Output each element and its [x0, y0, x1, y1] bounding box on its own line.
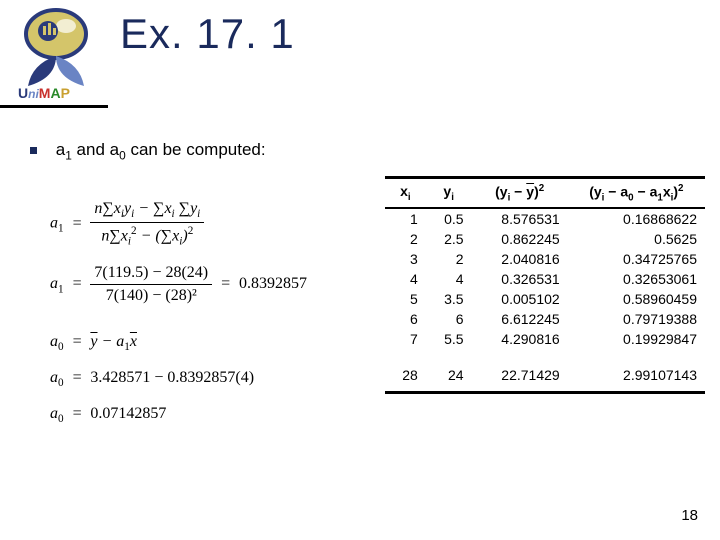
table-row: 10.58.5765310.16868622: [385, 208, 705, 229]
col-sr: (yi − y)2: [472, 179, 568, 208]
data-table: xi yi (yi − y)2 (yi − a0 − a1xi)2 10.58.…: [385, 176, 705, 394]
formula-a1-numeric: a1 = 7(119.5) − 28(24) 7(140) − (28)² = …: [50, 264, 380, 305]
col-y: yi: [426, 179, 472, 208]
table-sum-row: 282422.714292.99107143: [385, 349, 705, 385]
col-x: xi: [385, 179, 426, 208]
table-row: 440.3265310.32653061: [385, 269, 705, 289]
formula-a0-result: a0 = 0.07142857: [50, 405, 380, 425]
table-row: 666.6122450.79719388: [385, 309, 705, 329]
formula-a1-general: a1 = n∑xiyi − ∑xi ∑yi n∑xi2 − (∑xi)2: [50, 200, 380, 248]
formulas-block: a1 = n∑xiyi − ∑xi ∑yi n∑xi2 − (∑xi)2 a1 …: [50, 200, 380, 441]
page-number: 18: [681, 507, 698, 524]
table-body: 10.58.5765310.16868622 22.50.8622450.562…: [385, 208, 705, 385]
table-row: 322.0408160.34725765: [385, 249, 705, 269]
slide-title: Ex. 17. 1: [120, 10, 295, 58]
unimap-logo: UniMAP: [12, 6, 100, 106]
title-underline: [0, 105, 108, 108]
formula-a0-general: a0 = y − a1x: [50, 333, 380, 353]
table-header-row: xi yi (yi − y)2 (yi − a0 − a1xi)2: [385, 179, 705, 208]
col-se: (yi − a0 − a1xi)2: [568, 179, 705, 208]
bullet-icon: [30, 147, 37, 154]
bullet-text: a1 and a0 can be computed:: [30, 140, 266, 162]
table-row: 22.50.8622450.5625: [385, 229, 705, 249]
table-row: 75.54.2908160.19929847: [385, 329, 705, 349]
svg-text:UniMAP: UniMAP: [18, 85, 70, 101]
table-row: 53.50.0051020.58960459: [385, 289, 705, 309]
formula-a0-numeric: a0 = 3.428571 − 0.8392857(4): [50, 369, 380, 389]
